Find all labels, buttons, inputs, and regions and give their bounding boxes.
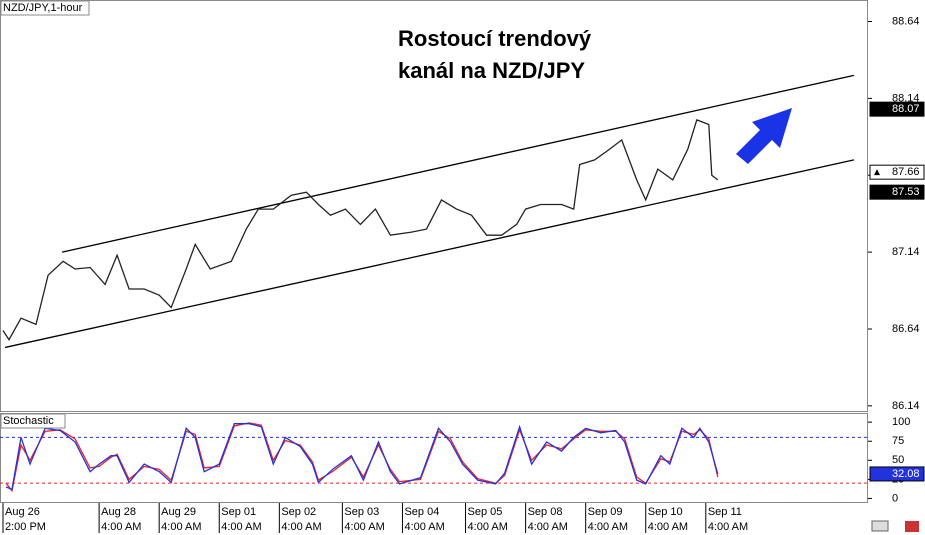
annotation: Rostoucí trendový: [398, 26, 592, 51]
x-tick-sublabel: 4:00 AM: [648, 521, 688, 533]
price-marker: [874, 169, 880, 176]
y-tick-label: 86.14: [892, 400, 920, 412]
price-tag-label: 87.66: [892, 166, 920, 178]
x-tick-label: Sep 08: [528, 506, 563, 518]
x-tick-label: Sep 02: [281, 506, 316, 518]
y-tick-label: 75: [892, 435, 904, 447]
x-tick-sublabel: 4:00 AM: [161, 521, 201, 533]
x-tick-label: Sep 01: [221, 506, 256, 518]
price-tag-label: 32.08: [892, 468, 920, 480]
x-tick-label: Aug 29: [161, 506, 196, 518]
price-tag: [869, 184, 925, 200]
y-tick-label: 0: [892, 492, 898, 504]
x-tick-label: Aug 28: [101, 506, 136, 518]
price-tag: [869, 164, 925, 180]
x-tick-label: Sep 05: [468, 506, 503, 518]
x-tick-sublabel: 4:00 AM: [588, 521, 628, 533]
series-line: [5, 423, 719, 491]
x-tick-label: Sep 10: [648, 506, 683, 518]
price-tag-label: 87.53: [892, 186, 920, 198]
y-tick-label: 86.64: [892, 323, 920, 335]
x-tick-sublabel: 2:00 PM: [5, 521, 46, 533]
x-tick-sublabel: 4:00 AM: [101, 521, 141, 533]
trend-arrow: [736, 108, 792, 164]
chart-title: Stochastic: [3, 415, 54, 427]
panel: [0, 413, 868, 503]
x-tick-sublabel: 4:00 AM: [528, 521, 568, 533]
x-tick-sublabel: 4:00 AM: [708, 521, 748, 533]
y-tick-label: 100: [892, 416, 910, 428]
toolbar-icon: [871, 520, 889, 532]
y-tick-label: 88.14: [892, 92, 920, 104]
x-tick-label: Aug 26: [5, 506, 40, 518]
x-tick-sublabel: 4:00 AM: [404, 521, 444, 533]
series-line: [2, 119, 719, 341]
trendline: [62, 74, 855, 253]
x-tick-sublabel: 4:00 AM: [281, 521, 321, 533]
x-tick-label: Sep 11: [708, 506, 742, 518]
price-tag: [869, 466, 925, 482]
x-tick-label: Sep 09: [588, 506, 623, 518]
panel: [0, 0, 868, 412]
x-tick-sublabel: 4:00 AM: [344, 521, 384, 533]
x-tick-label: Sep 03: [344, 506, 379, 518]
chart-title: NZD/JPY,1-hour: [3, 2, 83, 14]
trendline: [4, 159, 855, 349]
annotation: kanál na NZD/JPY: [398, 58, 585, 83]
x-tick-sublabel: 4:00 AM: [468, 521, 508, 533]
title-box: [0, 413, 66, 429]
title-box: [0, 0, 90, 16]
toolbar-icon: [905, 521, 919, 532]
price-tag-label: 88.07: [892, 103, 920, 115]
x-tick-sublabel: 4:00 AM: [221, 521, 261, 533]
y-tick-label: 88.64: [892, 15, 920, 27]
y-tick-label: 87.14: [892, 246, 920, 258]
price-tag: [869, 101, 925, 117]
y-tick-label: 50: [892, 454, 904, 466]
x-tick-label: Sep 04: [404, 506, 439, 518]
